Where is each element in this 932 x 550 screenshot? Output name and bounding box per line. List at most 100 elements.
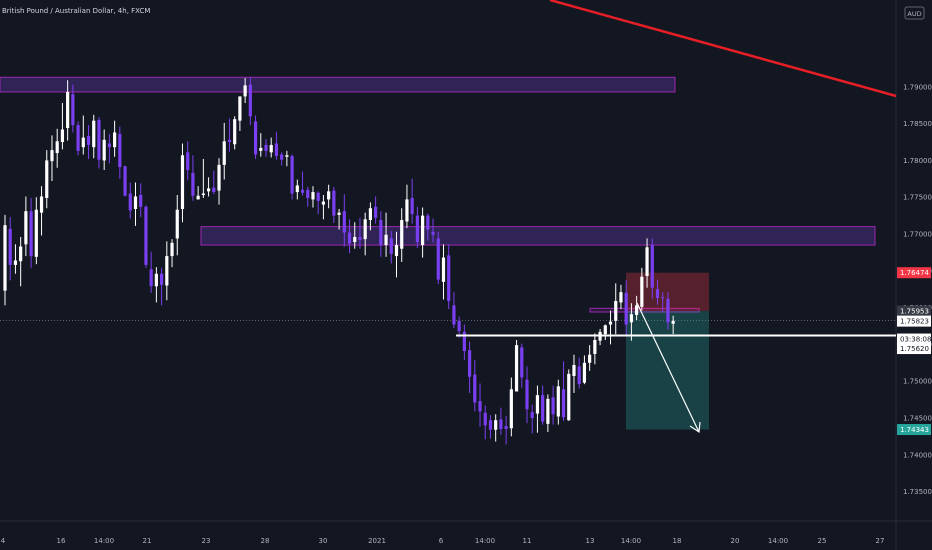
price-label-box — [897, 333, 931, 345]
candle-body — [154, 273, 158, 287]
candle-body — [29, 211, 33, 257]
candle-body — [55, 141, 59, 154]
candle-body — [170, 242, 174, 257]
candle-body — [629, 314, 633, 323]
candle-body — [593, 339, 597, 354]
candle-body — [248, 84, 252, 117]
candle-body — [441, 257, 446, 282]
price-axis[interactable]: 1.790001.785001.780001.775001.770001.765… — [897, 6, 932, 496]
time-tick-label: 16 — [57, 537, 66, 545]
candle-body — [311, 192, 315, 200]
candle-body — [483, 412, 487, 426]
candle-body — [118, 133, 122, 168]
candle-body — [327, 191, 331, 200]
candle-body — [577, 366, 581, 385]
candle-body — [431, 231, 435, 235]
candle-body — [201, 193, 205, 196]
candle-body — [45, 160, 49, 198]
candle-body — [24, 211, 28, 245]
candle-body — [102, 139, 106, 161]
time-tick-label: 14:00 — [768, 537, 788, 545]
candle-body — [666, 298, 670, 323]
time-tick-label: 23 — [202, 537, 211, 545]
candle-body — [196, 195, 200, 200]
candle-body — [180, 155, 185, 209]
candle-body — [488, 420, 493, 430]
candle-body — [504, 426, 508, 430]
time-tick-label: 4 — [1, 537, 6, 545]
candle-body — [467, 350, 472, 377]
candle-body — [650, 245, 654, 288]
candle-body — [238, 96, 242, 121]
price-label: 1.75823 — [900, 318, 929, 326]
time-tick-label: 13 — [586, 537, 595, 545]
candle-body — [71, 94, 75, 126]
candle-body — [123, 166, 127, 196]
candle-body — [379, 220, 383, 246]
candle-body — [452, 305, 456, 325]
short-position-tool[interactable] — [626, 272, 709, 430]
candle-body — [363, 219, 367, 240]
candle-body — [66, 91, 70, 129]
price-tick-label: 1.73500 — [903, 488, 932, 496]
supply-zones — [0, 76, 876, 313]
candle-body — [655, 289, 660, 299]
candle-body — [426, 215, 430, 230]
candle-body — [290, 156, 294, 194]
candle-body — [81, 137, 85, 148]
price-label: 03:38:08 — [900, 336, 931, 344]
time-tick-label: 14:00 — [621, 537, 641, 545]
candle-body — [368, 208, 372, 221]
price-label: 1.76474 — [900, 269, 929, 277]
candle-body — [457, 320, 461, 332]
price-tick-label: 1.78000 — [903, 157, 932, 165]
candle-body — [149, 269, 153, 287]
candle-body — [525, 379, 529, 410]
candle-body — [233, 119, 237, 145]
candle-body — [306, 189, 310, 198]
currency-badge-label: AUD — [907, 10, 921, 18]
candle-body — [394, 245, 399, 257]
time-tick-label: 30 — [319, 537, 328, 545]
time-tick-label: 14:00 — [94, 537, 114, 545]
candle-body — [410, 197, 414, 215]
candle-body — [39, 196, 44, 213]
currency-badge[interactable] — [904, 6, 925, 20]
candle-body — [133, 196, 138, 209]
candle-body — [640, 276, 644, 307]
candle-body — [358, 236, 362, 240]
price-label-box — [897, 315, 931, 327]
candle-body — [635, 305, 639, 315]
candle-body — [76, 125, 80, 151]
projection-arrow[interactable] — [636, 302, 700, 433]
candle-body — [206, 188, 211, 192]
time-tick-label: 25 — [818, 537, 827, 545]
candle-body — [400, 220, 404, 249]
candle-body — [619, 292, 623, 303]
candles — [3, 77, 675, 445]
candle-body — [608, 321, 613, 325]
candle-body — [19, 246, 23, 262]
time-axis[interactable]: 4 16 14:00 21 23 28 30 2021 6 14:00 11 13 14:00 18 20 1… — [1, 537, 885, 545]
trend-line[interactable] — [549, 0, 897, 98]
supply-zone — [589, 307, 700, 313]
candle-body — [316, 192, 320, 201]
candle-body — [295, 185, 299, 193]
candle-body — [582, 362, 587, 383]
candle-body — [436, 238, 440, 280]
arrow-head — [689, 421, 701, 434]
candle-body — [374, 206, 378, 218]
time-tick-label: 18 — [673, 537, 682, 545]
time-tick-label: 14:00 — [475, 537, 495, 545]
candle-body — [514, 345, 519, 392]
candle-body — [535, 395, 540, 414]
candle-body — [473, 374, 477, 403]
price-label: 1.74343 — [900, 426, 929, 434]
price-tick-label: 1.78500 — [903, 120, 932, 128]
candle-body — [175, 209, 179, 239]
price-label-box — [897, 424, 931, 436]
candle-body — [212, 187, 216, 193]
drawings[interactable] — [456, 0, 897, 434]
